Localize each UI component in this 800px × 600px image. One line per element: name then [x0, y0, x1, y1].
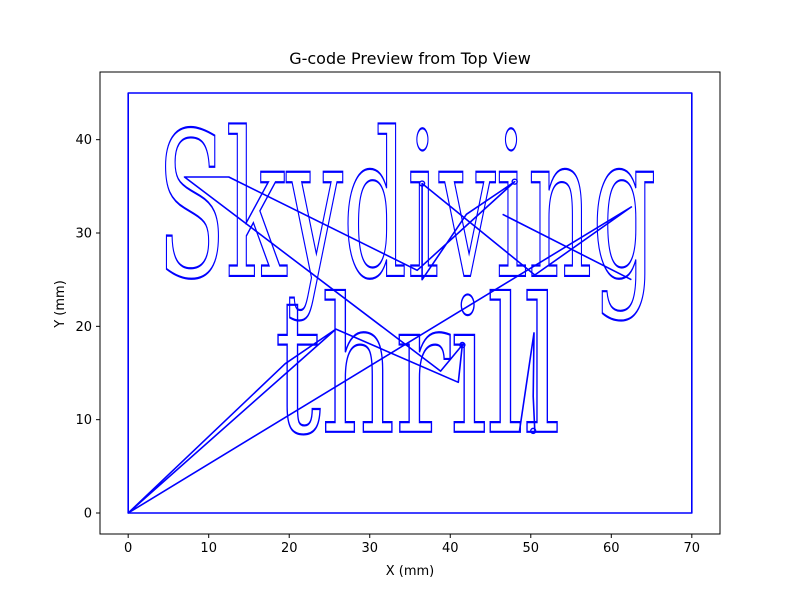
x-tick-label: 40 — [442, 541, 459, 556]
pen-marker-1 — [511, 178, 518, 185]
x-tick-label: 70 — [684, 541, 701, 556]
axes-layer: 0 10 20 30 40 50 60 70 0 10 20 30 40 — [75, 71, 721, 556]
x-tick-label: 50 — [523, 541, 540, 556]
x-tick-label: 30 — [361, 541, 378, 556]
data-layer — [127, 92, 693, 514]
engraved-text-1: thrill — [275, 260, 561, 477]
series-line-travel-moves-2 — [502, 213, 632, 281]
series-line-border-0 — [127, 92, 693, 514]
series-line-travel-moves-1 — [127, 176, 633, 514]
series-line-travel-moves-3 — [518, 332, 536, 432]
x-tick-label: 60 — [603, 541, 620, 556]
y-tick-label: 20 — [75, 320, 92, 335]
y-tick-label: 0 — [84, 507, 92, 522]
pen-marker-2 — [459, 341, 466, 349]
y-tick-label: 40 — [75, 133, 92, 148]
y-axis-label: Y (mm) — [53, 280, 68, 329]
axes-frame — [99, 71, 721, 535]
x-tick-label: 20 — [281, 541, 298, 556]
chart-title: G-code Preview from Top View — [289, 49, 531, 68]
y-tick-label: 30 — [75, 227, 92, 242]
x-tick-label: 0 — [124, 541, 132, 556]
y-tick-label: 10 — [75, 413, 92, 428]
engraved-text-0: Skydiving — [157, 91, 656, 324]
x-axis-label: X (mm) — [386, 564, 435, 579]
pen-marker-0 — [418, 180, 426, 187]
pen-marker-3 — [529, 427, 537, 435]
x-tick-label: 10 — [200, 541, 217, 556]
